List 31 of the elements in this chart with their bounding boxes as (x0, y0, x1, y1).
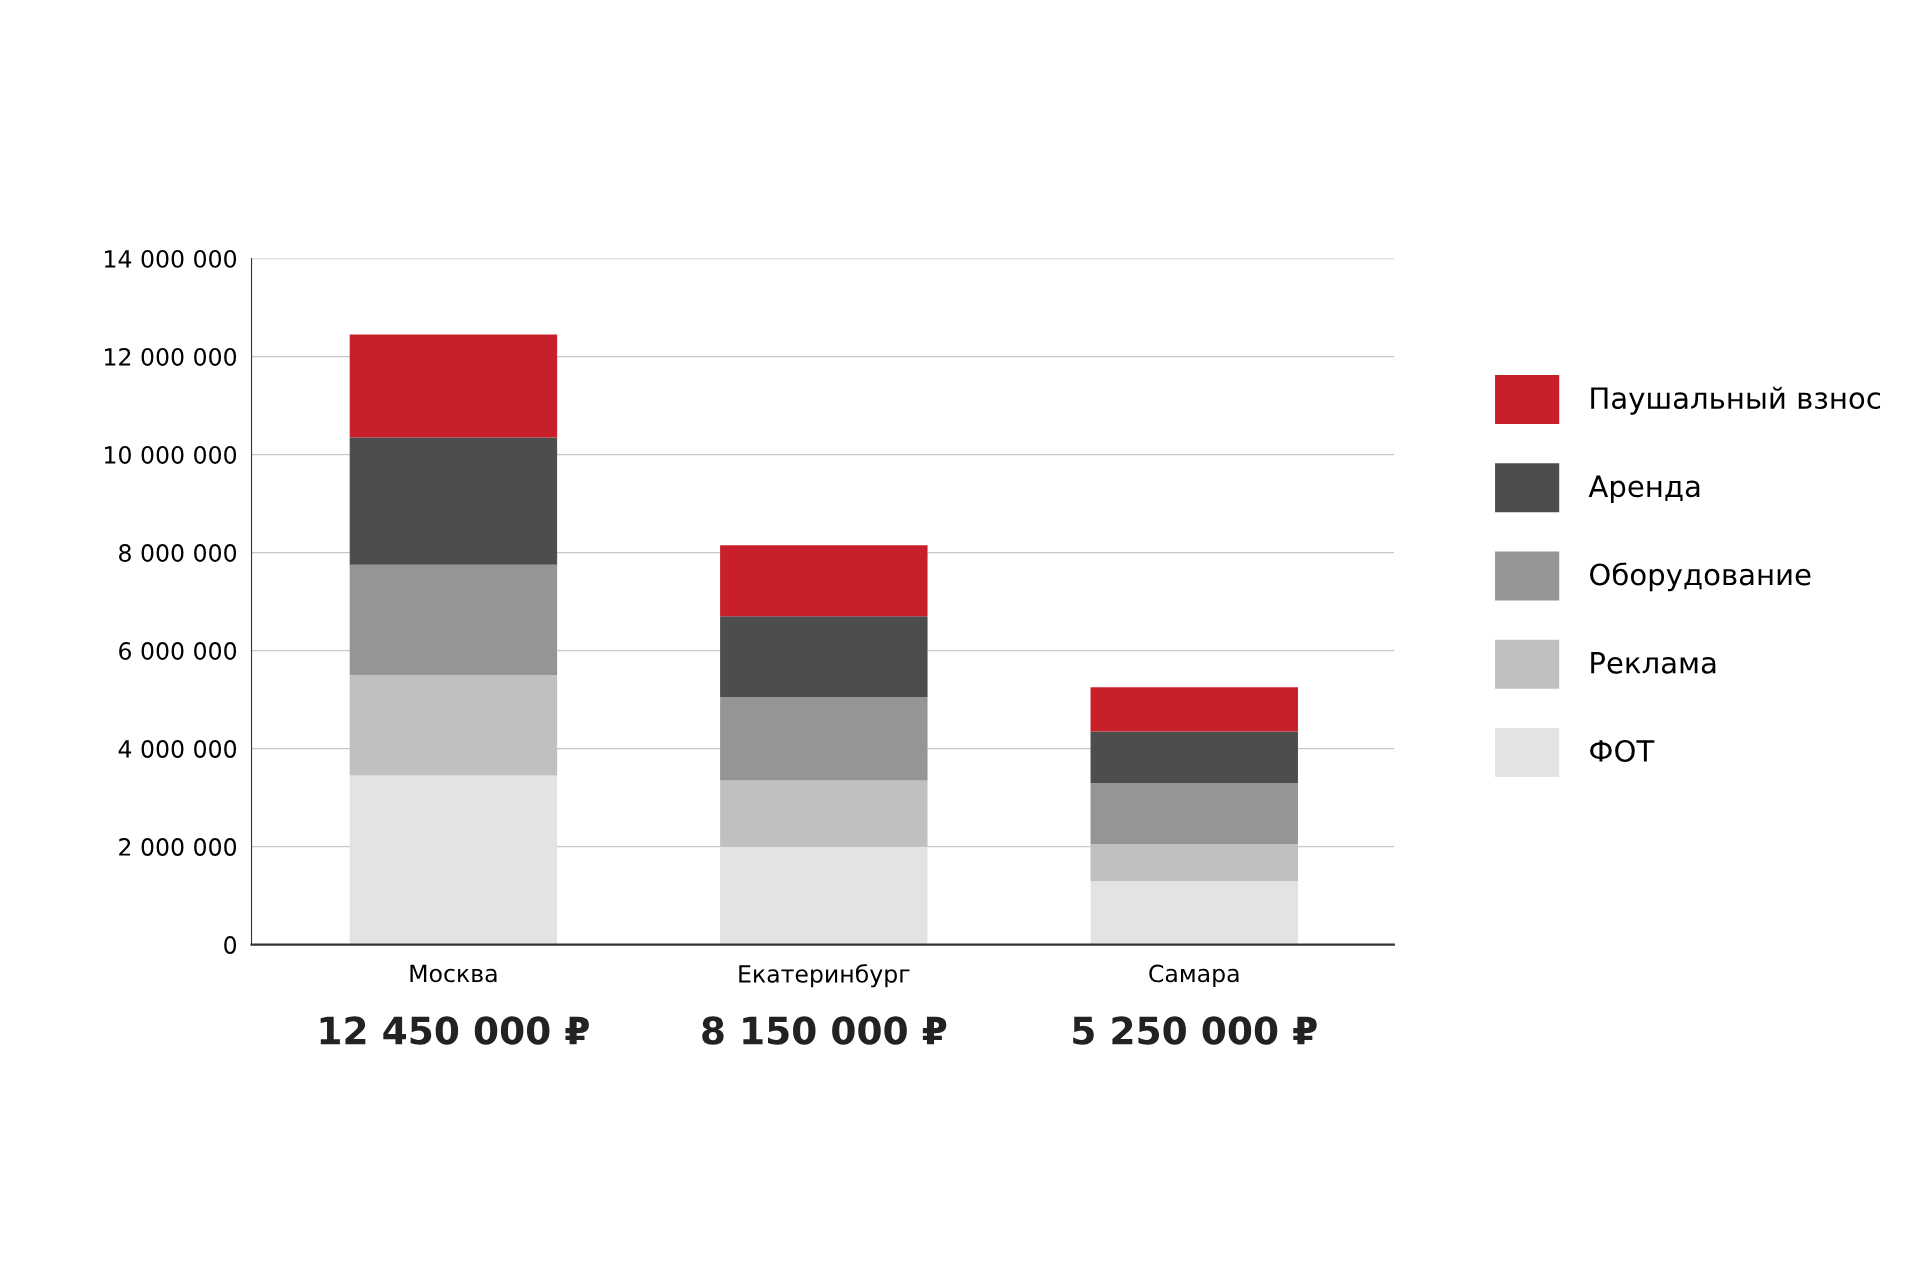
bar (720, 545, 928, 617)
legend-label: Реклама (1591, 652, 1716, 674)
bar (1090, 687, 1298, 732)
total-label: 12 450 000 ₽ (320, 1016, 589, 1045)
bar (720, 616, 928, 698)
bar (1090, 782, 1298, 845)
bar (349, 437, 558, 565)
total-label: 5 250 000 ₽ (1073, 1016, 1317, 1045)
bar (720, 697, 928, 781)
y-tick-label: 10 000 000 (105, 446, 237, 464)
legend-label: ФОТ (1590, 739, 1655, 762)
y-tick-label: 2 000 000 (119, 838, 237, 856)
y-tick-label: 12 000 000 (105, 348, 237, 366)
y-tick-label: 4 000 000 (118, 740, 237, 758)
bar (1090, 880, 1298, 945)
x-tick-label: Самара (1149, 964, 1239, 987)
bar (349, 334, 558, 438)
bar (720, 846, 928, 945)
legend-label: Паушальный взнос (1591, 386, 1881, 415)
legend-label: Оборудование (1590, 562, 1811, 592)
bar (349, 564, 558, 676)
y-tick-label: 8 000 000 (119, 544, 237, 562)
y-tick-label: 6 000 000 (119, 642, 237, 660)
y-tick-label: 14 000 000 (105, 250, 237, 268)
bar (349, 775, 558, 945)
bar (1090, 731, 1298, 783)
legend-label: Аренда (1588, 475, 1700, 503)
total-label: 8 150 000 ₽ (702, 1016, 947, 1045)
y-tick-label: 0 (224, 936, 237, 954)
x-tick-label: Екатеринбург (739, 964, 910, 988)
x-tick-label: Москва (410, 964, 497, 983)
